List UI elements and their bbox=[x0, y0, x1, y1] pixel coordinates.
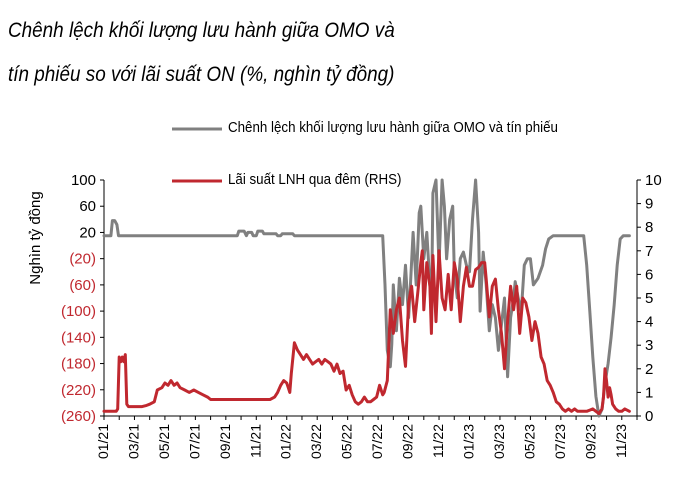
x-tick-label: 07/21 bbox=[186, 424, 202, 459]
chart-title-line-2: tín phiếu so với lãi suất ON (%, nghìn t… bbox=[8, 63, 395, 86]
x-tick-label: 11/22 bbox=[430, 424, 446, 458]
x-tick-label: 07/23 bbox=[552, 424, 568, 459]
y-left-tick-label: 60 bbox=[79, 198, 96, 215]
legend-label-gray-series: Chênh lệch khối lượng lưu hành giữa OMO … bbox=[228, 120, 558, 136]
x-tick-label: 03/22 bbox=[308, 424, 324, 459]
x-tick-label: 11/21 bbox=[247, 424, 263, 458]
y-right-tick-label: 6 bbox=[645, 266, 653, 283]
y-left-tick-label: (140) bbox=[61, 329, 96, 346]
y-left-tick-label: 20 bbox=[79, 224, 96, 241]
x-tick-label: 03/23 bbox=[491, 424, 507, 459]
y-left-tick-label: 100 bbox=[71, 172, 96, 189]
y-right-tick-label: 4 bbox=[645, 314, 653, 331]
y-left-tick-label: (20) bbox=[69, 251, 96, 268]
y-axis-left-label: Nghìn tỷ đồng bbox=[27, 191, 44, 284]
y-right-tick-label: 3 bbox=[645, 337, 653, 354]
x-tick-label: 05/21 bbox=[156, 424, 172, 459]
y-left-tick-label: (60) bbox=[69, 277, 96, 294]
x-tick-label: 03/21 bbox=[125, 424, 141, 459]
y-left-tick-label: (220) bbox=[61, 382, 96, 399]
series-line-omo-spread bbox=[102, 178, 631, 418]
x-tick-label: 05/22 bbox=[339, 424, 355, 459]
y-right-tick-label: 8 bbox=[645, 219, 653, 236]
x-tick-label: 05/23 bbox=[521, 424, 537, 459]
legend-swatches bbox=[172, 127, 222, 183]
y-left-tick-label: (180) bbox=[61, 356, 96, 373]
chart-axes: 1006020(20)(60)(100)(140)(180)(220)(260)… bbox=[27, 172, 662, 459]
y-right-tick-label: 2 bbox=[645, 361, 653, 378]
x-tick-label: 01/21 bbox=[95, 424, 111, 459]
series-line-overnight-rate bbox=[102, 249, 631, 416]
x-tick-label: 09/21 bbox=[217, 424, 233, 459]
x-tick-label: 07/22 bbox=[369, 424, 385, 459]
x-tick-label: 11/23 bbox=[613, 424, 629, 458]
series-layer bbox=[102, 178, 631, 418]
y-right-tick-label: 0 bbox=[645, 408, 653, 425]
x-tick-label: 01/23 bbox=[460, 424, 476, 459]
y-right-tick-label: 9 bbox=[645, 196, 653, 213]
y-right-tick-label: 7 bbox=[645, 243, 653, 260]
y-right-tick-label: 5 bbox=[645, 290, 653, 307]
x-tick-label: 01/22 bbox=[278, 424, 294, 459]
y-right-tick-label: 1 bbox=[645, 384, 653, 401]
chart-title-line-1: Chênh lệch khối lượng lưu hành giữa OMO … bbox=[8, 19, 395, 42]
legend-label-red-series: Lãi suất LNH qua đêm (RHS) bbox=[228, 172, 402, 188]
y-left-tick-label: (260) bbox=[61, 408, 96, 425]
x-tick-label: 09/22 bbox=[400, 424, 416, 459]
x-tick-label: 09/23 bbox=[582, 424, 598, 459]
y-left-tick-label: (100) bbox=[61, 303, 96, 320]
y-right-tick-label: 10 bbox=[645, 172, 662, 189]
